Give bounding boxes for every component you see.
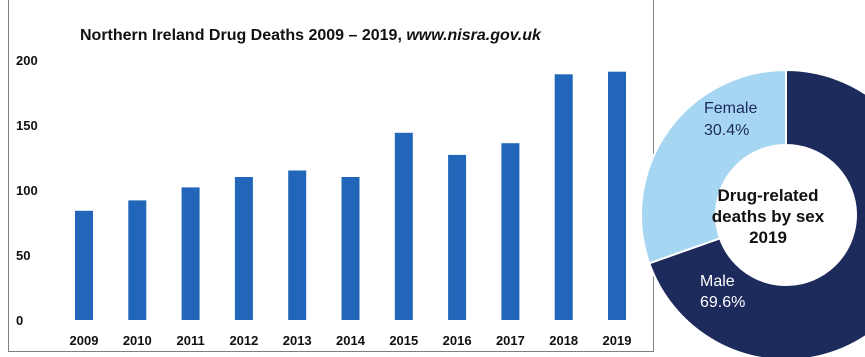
- donut-chart: [640, 68, 865, 357]
- y-tick-label: 50: [16, 248, 30, 263]
- bar-2014: [341, 177, 360, 320]
- bar-2018: [554, 74, 573, 320]
- slice-label-female-percent: 30.4%: [704, 122, 749, 139]
- bar-2015: [394, 132, 413, 320]
- bar-2009: [75, 210, 93, 320]
- y-tick-label: 200: [16, 53, 38, 68]
- bar-2017: [501, 143, 520, 320]
- slice-label-male-name: Male: [700, 273, 735, 290]
- donut-hole: [717, 146, 855, 284]
- x-tick-label: 2014: [336, 333, 366, 348]
- bar-2012: [234, 177, 253, 320]
- slice-label-female-name: Female: [704, 100, 757, 117]
- x-tick-label: 2015: [389, 333, 418, 348]
- donut-slice-male: [647, 68, 865, 357]
- slice-label-male-percent: 69.6%: [700, 294, 745, 311]
- x-tick-label: 2019: [603, 333, 632, 348]
- y-axis-ticks: 0 50 100 150 200: [16, 53, 38, 328]
- x-tick-label: 2013: [283, 333, 312, 348]
- bar-2010: [128, 200, 147, 320]
- donut-slice-female: [640, 68, 787, 265]
- y-tick-label: 100: [16, 183, 38, 198]
- donut-slice-labels: Female 30.4% Male 69.6%: [700, 100, 757, 311]
- donut-center-line-2: deaths by sex: [712, 207, 825, 226]
- x-tick-label: 2012: [229, 333, 258, 348]
- x-axis-ticks: 2009 2010 2011 2012 2013 2014 2015 2016 2017 2018…: [70, 333, 632, 348]
- x-tick-label: 2016: [443, 333, 472, 348]
- bar-chart-title: Northern Ireland Drug Deaths 2009 – 2019…: [80, 27, 542, 44]
- bar-2013: [288, 170, 307, 320]
- donut-center-line-1: Drug-related: [717, 186, 818, 205]
- donut-center-label: Drug-related deaths by sex 2019: [712, 186, 825, 247]
- bar-2011: [181, 187, 200, 320]
- bar-series: [75, 71, 626, 320]
- y-tick-label: 0: [16, 313, 23, 328]
- donut-center-line-3: 2019: [749, 228, 787, 247]
- x-tick-label: 2017: [496, 333, 525, 348]
- x-tick-label: 2011: [176, 333, 204, 348]
- y-tick-label: 150: [16, 118, 38, 133]
- x-tick-label: 2009: [70, 333, 99, 348]
- bar-2019: [608, 71, 626, 320]
- x-tick-label: 2018: [549, 333, 578, 348]
- x-tick-label: 2010: [123, 333, 152, 348]
- bar-2016: [448, 154, 467, 320]
